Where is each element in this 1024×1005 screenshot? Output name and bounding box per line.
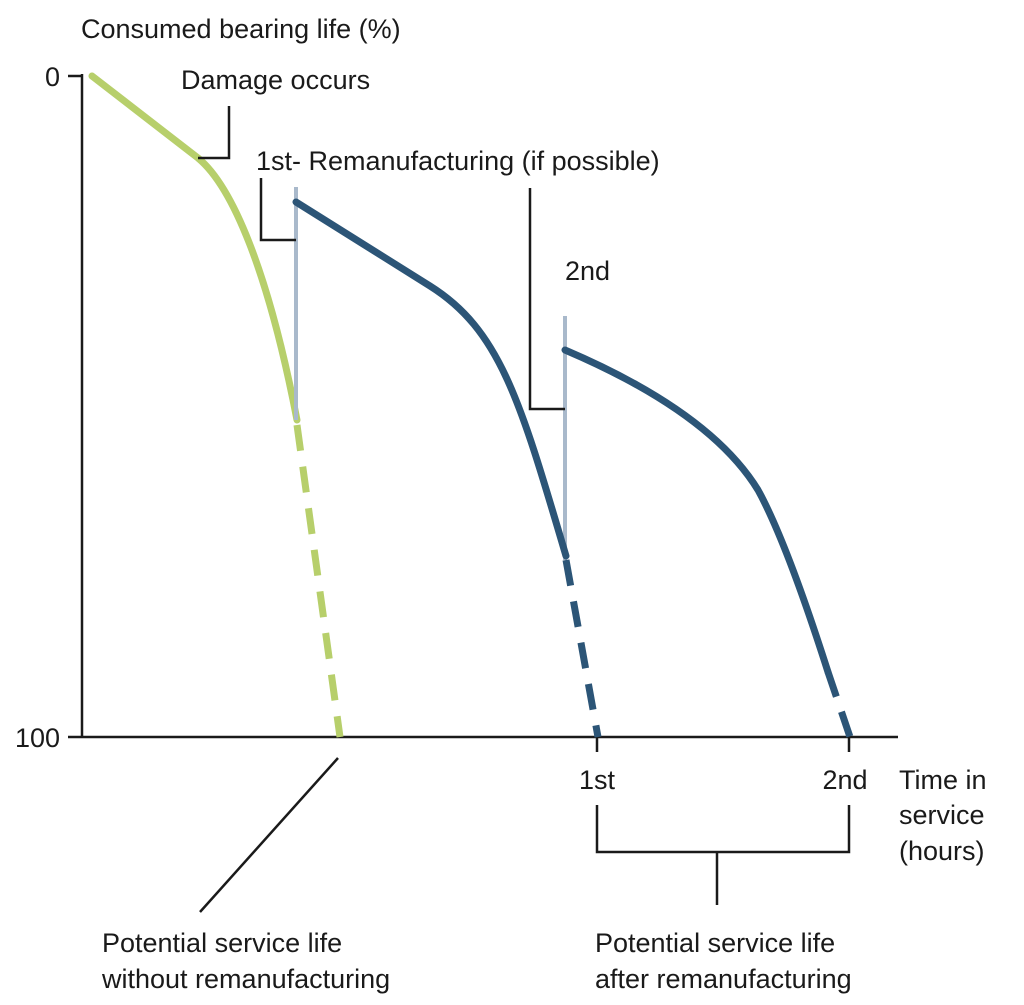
first-reman-life-curve xyxy=(292,198,570,560)
damage-label: Damage occurs xyxy=(181,65,370,95)
original-life-projection xyxy=(293,424,344,738)
second-reman-life-projection xyxy=(824,670,854,739)
y-axis-title: Consumed bearing life (%) xyxy=(81,14,401,44)
without-reman-label-line-1: Potential service life xyxy=(102,928,342,958)
second-reman-life-curve xyxy=(561,346,832,676)
reman-1-label: 1st- Remanufacturing (if possible) xyxy=(256,146,660,176)
x-axis-title-line-1: Time in xyxy=(899,765,987,795)
first-reman-life-projection xyxy=(562,559,602,738)
x-tick-label-1st: 1st xyxy=(579,765,616,795)
reman-1-leader xyxy=(259,178,296,242)
x-axis-title-line-2: service xyxy=(899,800,985,830)
x-axis-title-line-3: (hours) xyxy=(899,836,985,866)
damage-leader xyxy=(198,106,231,160)
reman-2-leader xyxy=(528,188,565,411)
reman-2-label: 2nd xyxy=(565,256,610,286)
after-reman-label-line-1: Potential service life xyxy=(595,928,835,958)
after-reman-bracket xyxy=(595,805,851,854)
original-life-curve xyxy=(88,72,301,424)
x-tick-label-2nd: 2nd xyxy=(822,765,867,795)
after-reman-label-line-2: after remanufacturing xyxy=(595,964,852,994)
y-tick-label-100: 100 xyxy=(15,723,60,753)
y-tick-label-0: 0 xyxy=(45,62,60,92)
without-reman-leader xyxy=(199,757,339,913)
without-reman-label-line-2: without remanufacturing xyxy=(101,964,390,994)
